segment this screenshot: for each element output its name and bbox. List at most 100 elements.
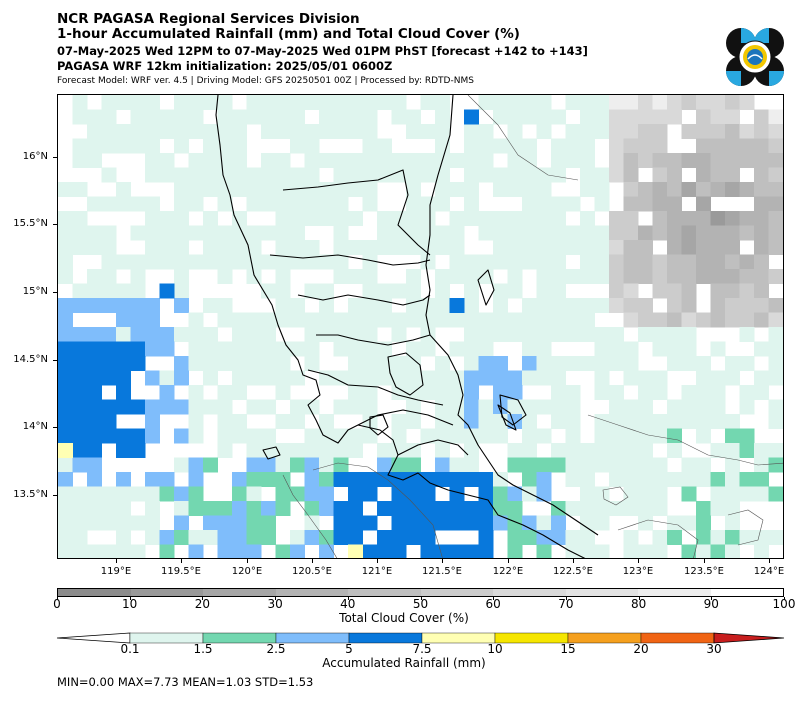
grid-cell — [87, 153, 102, 168]
grid-cell — [507, 254, 523, 270]
grid-cell — [290, 196, 305, 212]
grid-cell — [507, 240, 523, 255]
grid-cell — [507, 385, 523, 400]
grid-cell — [681, 298, 697, 313]
grid-cell — [217, 138, 233, 154]
grid-cell — [145, 414, 160, 429]
grid-cell — [145, 530, 160, 545]
cloud-cover-swatch — [58, 589, 131, 596]
grid-cell — [174, 515, 189, 531]
grid-cell — [594, 515, 610, 531]
grid-cell — [594, 225, 610, 241]
grid-cell — [304, 254, 320, 270]
grid-cell — [667, 414, 682, 429]
grid-cell — [217, 356, 233, 371]
grid-cell — [449, 472, 465, 487]
grid-cell — [464, 211, 479, 226]
grid-cell — [232, 138, 247, 154]
lon-label: 123.5°E — [684, 566, 724, 577]
grid-cell — [507, 269, 523, 284]
grid-cell — [145, 370, 160, 386]
grid-cell — [594, 269, 610, 284]
grid-cell — [580, 153, 595, 168]
grid-cell — [290, 95, 305, 110]
grid-cell — [420, 341, 436, 357]
rainfall-swatch — [421, 632, 496, 644]
sibuyan-island — [602, 486, 629, 506]
grid-cell — [493, 327, 508, 342]
grid-cell — [246, 515, 262, 531]
grid-cell — [768, 196, 783, 212]
cloud-cover-swatch — [493, 589, 566, 596]
grid-cell — [246, 501, 262, 516]
grid-cell — [406, 182, 421, 197]
grid-cell — [275, 486, 291, 502]
grid-cell — [609, 225, 624, 241]
grid-cell — [217, 515, 233, 531]
grid-cell — [464, 544, 479, 558]
grid-cell — [594, 124, 610, 139]
grid-cell — [478, 428, 494, 444]
grid-cell — [246, 370, 262, 386]
cloud-cover-tick — [565, 597, 567, 600]
grid-cell — [420, 530, 436, 545]
grid-cell — [261, 283, 276, 299]
grid-cell — [768, 109, 783, 125]
grid-cell — [478, 153, 494, 168]
grid-cell — [348, 124, 363, 139]
grid-cell — [116, 283, 131, 299]
grid-cell — [130, 327, 146, 342]
grid-cell — [522, 153, 537, 168]
grid-cell — [246, 196, 262, 212]
grid-cell — [261, 124, 276, 139]
grid-cell — [391, 501, 407, 516]
grid-cell — [362, 298, 378, 313]
grid-cell — [58, 443, 73, 458]
grid-cell — [130, 196, 146, 212]
grid-cell — [783, 472, 784, 487]
grid-cell — [290, 109, 305, 125]
lon-tick — [116, 559, 117, 563]
grid-cell — [174, 254, 189, 270]
grid-cell — [710, 544, 726, 558]
grid-cell — [217, 443, 233, 458]
weather-map[interactable] — [57, 94, 784, 559]
grid-cell — [420, 167, 436, 183]
grid-cell — [435, 269, 450, 284]
grid-cell — [333, 254, 349, 270]
grid-cell — [58, 501, 73, 516]
grid-cell — [551, 399, 566, 415]
grid-cell — [768, 225, 783, 241]
grid-cell — [464, 341, 479, 357]
grid-cell — [536, 544, 552, 558]
grid-cell — [638, 225, 653, 241]
lon-label: 119.5°E — [161, 566, 201, 577]
grid-cell — [275, 370, 291, 386]
grid-cell — [87, 196, 102, 212]
grid-cell — [478, 341, 494, 357]
grid-cell — [304, 167, 320, 183]
grid-cell — [188, 486, 204, 502]
grid-cell — [623, 211, 639, 226]
bicol-coastline — [587, 414, 783, 466]
grid-cell — [580, 486, 595, 502]
grid-cell — [159, 385, 175, 400]
grid-cell — [246, 95, 262, 110]
grid-cell — [507, 443, 523, 458]
grid-cell — [174, 327, 189, 342]
grid-cell — [725, 356, 740, 371]
grid-cell — [783, 414, 784, 429]
grid-cell — [725, 95, 740, 110]
grid-cell — [188, 95, 204, 110]
grid-cell — [493, 211, 508, 226]
grid-cell — [159, 124, 175, 139]
grid-cell — [623, 283, 639, 299]
laguna-lake — [387, 352, 424, 396]
grid-cell — [130, 254, 146, 270]
grid-cell — [464, 138, 479, 154]
grid-cell — [449, 544, 465, 558]
grid-cell — [348, 501, 363, 516]
grid-cell — [768, 269, 783, 284]
grid-cell — [333, 327, 349, 342]
grid-cell — [174, 138, 189, 154]
